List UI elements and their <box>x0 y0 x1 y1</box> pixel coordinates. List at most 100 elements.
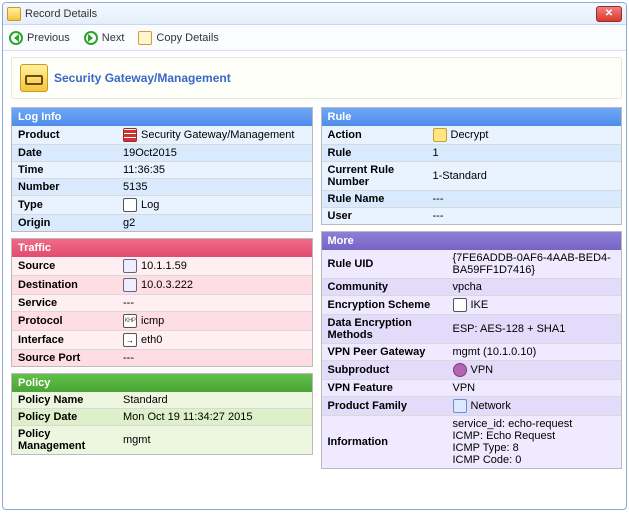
more-fam-key: Product Family <box>322 397 447 415</box>
rule-action-key: Action <box>322 126 427 144</box>
record-details-window: Record Details ✕ Previous Next Copy Deta… <box>2 2 627 510</box>
previous-icon <box>9 31 23 45</box>
toolbar: Previous Next Copy Details <box>3 25 626 51</box>
policy-name-val: Standard <box>123 394 168 406</box>
log-origin-row: Origin g2 <box>12 214 312 231</box>
more-enc-val: IKE <box>471 299 489 311</box>
log-type-val: Log <box>141 199 159 211</box>
copy-label: Copy Details <box>156 32 218 44</box>
more-feat-row: VPN Feature VPN <box>322 379 622 396</box>
rule-crn-val: 1-Standard <box>433 170 487 182</box>
copy-details-button[interactable]: Copy Details <box>138 31 218 45</box>
log-type-row: Type Log <box>12 195 312 214</box>
rule-name-val: --- <box>433 193 444 205</box>
policy-name-key: Policy Name <box>12 392 117 408</box>
window-icon <box>7 7 21 21</box>
log-type-icon <box>123 198 137 212</box>
more-uid-row: Rule UID {7FE6ADDB-0AF6-4AAB-BED4-BA59FF… <box>322 250 622 278</box>
network-icon <box>453 399 467 413</box>
log-time-val: 11:36:35 <box>123 164 165 176</box>
log-number-row: Number 5135 <box>12 178 312 195</box>
rule-action-val: Decrypt <box>451 129 489 141</box>
copy-icon <box>138 31 152 45</box>
more-enc-key: Encryption Scheme <box>322 296 447 314</box>
rule-user-key: User <box>322 208 427 224</box>
more-dem-key: Data Encryption Methods <box>322 315 447 343</box>
more-comm-row: Community vpcha <box>322 278 622 295</box>
right-column: Rule Action Decrypt Rule 1 Curre <box>321 107 623 469</box>
log-date-row: Date 19Oct2015 <box>12 144 312 161</box>
more-sub-val: VPN <box>471 364 494 376</box>
log-number-key: Number <box>12 179 117 195</box>
host-icon <box>123 259 137 273</box>
rule-name-row: Rule Name --- <box>322 190 622 207</box>
more-uid-key: Rule UID <box>322 250 447 278</box>
record-header-title: Security Gateway/Management <box>54 71 231 85</box>
more-sub-row: Subproduct VPN <box>322 360 622 379</box>
next-label: Next <box>102 32 125 44</box>
traffic-protocol-row: Protocol KHP icmp <box>12 311 312 330</box>
traffic-source-key: Source <box>12 257 117 275</box>
next-button[interactable]: Next <box>84 31 125 45</box>
rule-rule-row: Rule 1 <box>322 144 622 161</box>
more-info-val: service_id: echo-request ICMP: Echo Requ… <box>453 418 573 466</box>
scroll-area[interactable]: Security Gateway/Management Log Info Pro… <box>3 51 626 509</box>
log-time-row: Time 11:36:35 <box>12 161 312 178</box>
traffic-dest-key: Destination <box>12 276 117 294</box>
policy-panel: Policy Policy Name Standard Policy Date … <box>11 373 313 455</box>
more-peer-key: VPN Peer Gateway <box>322 344 447 360</box>
log-type-key: Type <box>12 196 117 214</box>
close-button[interactable]: ✕ <box>596 6 622 22</box>
titlebar: Record Details ✕ <box>3 3 626 25</box>
decrypt-icon <box>433 128 447 142</box>
left-column: Log Info Product Security Gateway/Manage… <box>11 107 313 455</box>
more-feat-val: VPN <box>453 382 476 394</box>
rule-crn-key: Current Rule Number <box>322 162 427 190</box>
log-info-panel: Log Info Product Security Gateway/Manage… <box>11 107 313 232</box>
gateway-key-icon <box>20 64 48 92</box>
rule-name-key: Rule Name <box>322 191 427 207</box>
ike-icon <box>453 298 467 312</box>
policy-mgmt-val: mgmt <box>123 434 151 446</box>
traffic-source-row: Source 10.1.1.59 <box>12 257 312 275</box>
log-info-title: Log Info <box>12 108 312 126</box>
traffic-title: Traffic <box>12 239 312 257</box>
more-dem-val: ESP: AES-128 + SHA1 <box>453 323 566 335</box>
traffic-protocol-val: icmp <box>141 315 164 327</box>
rule-panel: Rule Action Decrypt Rule 1 Curre <box>321 107 623 225</box>
more-comm-val: vpcha <box>453 281 482 293</box>
policy-date-val: Mon Oct 19 11:34:27 2015 <box>123 411 252 423</box>
protocol-icon: KHP <box>123 314 137 328</box>
traffic-protocol-key: Protocol <box>12 312 117 330</box>
more-fam-val: Network <box>471 400 511 412</box>
previous-button[interactable]: Previous <box>9 31 70 45</box>
traffic-source-val: 10.1.1.59 <box>141 260 187 272</box>
log-product-row: Product Security Gateway/Management <box>12 126 312 144</box>
traffic-dest-row: Destination 10.0.3.222 <box>12 275 312 294</box>
interface-icon: → <box>123 333 137 347</box>
more-sub-key: Subproduct <box>322 361 447 379</box>
traffic-panel: Traffic Source 10.1.1.59 Destination 10.… <box>11 238 313 367</box>
more-uid-val: {7FE6ADDB-0AF6-4AAB-BED4-BA59FF1D7416} <box>453 252 616 276</box>
rule-rule-key: Rule <box>322 145 427 161</box>
more-dem-row: Data Encryption Methods ESP: AES-128 + S… <box>322 314 622 343</box>
rule-user-val: --- <box>433 210 444 222</box>
log-product-val: Security Gateway/Management <box>141 129 294 141</box>
record-header: Security Gateway/Management <box>11 57 622 99</box>
more-feat-key: VPN Feature <box>322 380 447 396</box>
policy-name-row: Policy Name Standard <box>12 392 312 408</box>
more-title: More <box>322 232 622 250</box>
traffic-dest-val: 10.0.3.222 <box>141 279 193 291</box>
more-fam-row: Product Family Network <box>322 396 622 415</box>
log-number-val: 5135 <box>123 181 147 193</box>
log-origin-key: Origin <box>12 215 117 231</box>
policy-title: Policy <box>12 374 312 392</box>
content: Security Gateway/Management Log Info Pro… <box>3 51 626 509</box>
traffic-service-val: --- <box>123 297 134 309</box>
traffic-sport-val: --- <box>123 352 134 364</box>
columns: Log Info Product Security Gateway/Manage… <box>11 107 622 469</box>
more-panel: More Rule UID {7FE6ADDB-0AF6-4AAB-BED4-B… <box>321 231 623 469</box>
traffic-sport-row: Source Port --- <box>12 349 312 366</box>
more-peer-val: mgmt (10.1.0.10) <box>453 346 537 358</box>
log-date-key: Date <box>12 145 117 161</box>
